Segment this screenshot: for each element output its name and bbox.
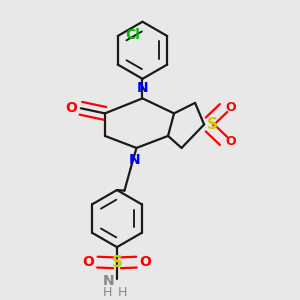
Text: N: N	[137, 81, 148, 95]
Text: H: H	[118, 286, 127, 298]
Text: S: S	[207, 117, 218, 132]
Text: O: O	[82, 255, 94, 269]
Text: O: O	[225, 135, 236, 148]
Text: Cl: Cl	[125, 28, 140, 41]
Text: S: S	[111, 255, 122, 270]
Text: N: N	[128, 153, 140, 167]
Text: O: O	[225, 101, 236, 114]
Text: H: H	[103, 286, 112, 298]
Text: O: O	[65, 101, 77, 115]
Text: O: O	[140, 255, 152, 269]
Text: N: N	[102, 274, 114, 288]
